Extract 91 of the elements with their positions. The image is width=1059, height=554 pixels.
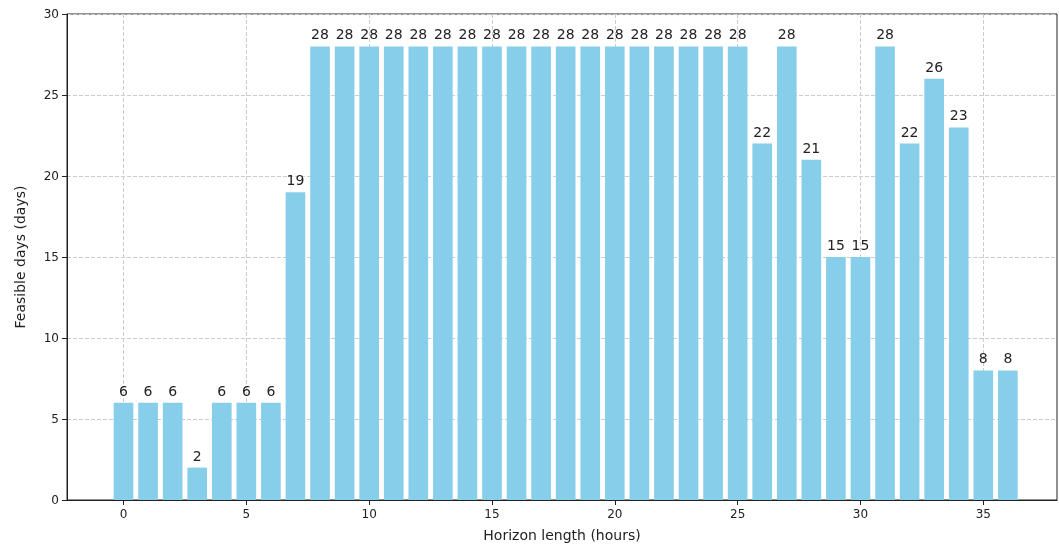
- x-tick-label: 15: [484, 507, 500, 521]
- bar: [433, 46, 453, 500]
- bar: [678, 46, 699, 500]
- x-tick-label: 10: [361, 507, 377, 521]
- bar: [113, 402, 134, 500]
- data-label: 28: [409, 26, 428, 43]
- data-label: 28: [458, 26, 477, 43]
- data-label: 28: [876, 26, 894, 43]
- data-label: 28: [704, 26, 722, 43]
- data-label: 28: [335, 26, 354, 43]
- data-label: 28: [556, 26, 575, 43]
- x-tick-label: 20: [607, 507, 623, 521]
- data-label: 28: [532, 26, 551, 43]
- bar: [924, 78, 944, 500]
- bar: [703, 46, 723, 500]
- bar: [604, 46, 625, 500]
- y-tick-label: 5: [51, 412, 59, 426]
- data-label: 22: [900, 123, 919, 140]
- data-label: 28: [433, 26, 452, 43]
- data-label: 28: [630, 26, 649, 43]
- data-label: 28: [728, 26, 747, 43]
- bar: [162, 402, 183, 500]
- data-label: 28: [777, 26, 796, 43]
- bar: [310, 46, 330, 500]
- data-label: 15: [851, 237, 870, 253]
- data-label: 28: [384, 26, 403, 43]
- data-label: 26: [925, 58, 944, 75]
- bar: [555, 46, 576, 500]
- data-label: 6: [266, 382, 276, 399]
- data-label: 23: [949, 107, 968, 124]
- bar: [776, 46, 797, 500]
- bar: [875, 46, 895, 500]
- bar: [801, 159, 822, 500]
- bar: [408, 46, 429, 500]
- data-label: 28: [581, 26, 600, 43]
- data-label: 28: [679, 26, 698, 43]
- bar: [457, 46, 478, 500]
- data-label: 2: [192, 447, 202, 464]
- y-tick-label: 25: [43, 88, 59, 102]
- data-label: 28: [655, 26, 673, 43]
- bar: [211, 402, 232, 500]
- y-tick-label: 0: [51, 493, 59, 507]
- data-label: 22: [753, 123, 772, 140]
- x-tick-label: 35: [975, 507, 991, 521]
- x-axis-title: Horizon length (hours): [483, 527, 641, 543]
- bar: [236, 402, 257, 500]
- y-tick-label: 15: [43, 250, 59, 264]
- bar: [261, 402, 281, 500]
- bar: [383, 46, 404, 500]
- bar: [138, 402, 158, 500]
- data-label: 28: [360, 26, 379, 43]
- data-label: 28: [311, 26, 329, 43]
- bar: [285, 192, 306, 500]
- data-label: 19: [286, 172, 305, 189]
- bar: [629, 46, 650, 500]
- x-tick-label: 0: [119, 507, 128, 521]
- data-label: 6: [119, 382, 129, 399]
- bar: [826, 257, 846, 500]
- data-label: 8: [1003, 350, 1013, 367]
- data-label: 6: [241, 382, 251, 399]
- y-tick-label: 20: [43, 169, 59, 183]
- bar: [359, 46, 379, 500]
- bar: [482, 46, 502, 500]
- bar: [973, 370, 994, 500]
- data-label: 8: [978, 350, 988, 367]
- bar: [334, 46, 355, 500]
- bar: [187, 467, 208, 500]
- bar: [506, 46, 527, 500]
- x-tick-label: 25: [730, 507, 746, 521]
- data-label: 15: [826, 237, 845, 253]
- bar: [948, 127, 969, 500]
- bar: [727, 46, 748, 500]
- data-label: 28: [605, 26, 624, 43]
- data-label: 21: [802, 139, 821, 156]
- data-label: 6: [217, 382, 227, 399]
- bar: [654, 46, 674, 500]
- y-tick-label: 10: [43, 331, 59, 345]
- bar: [899, 143, 920, 500]
- data-label: 28: [507, 26, 526, 43]
- bar: [752, 143, 773, 500]
- bar: [531, 46, 551, 500]
- y-axis-title: Feasible days (days): [12, 185, 28, 329]
- data-label: 28: [483, 26, 501, 43]
- data-label: 6: [168, 382, 178, 399]
- x-tick-label: 30: [852, 507, 869, 521]
- data-label: 6: [143, 382, 153, 399]
- x-tick-label: 5: [242, 507, 251, 521]
- bar: [850, 257, 871, 500]
- bar: [580, 46, 601, 500]
- y-tick-label: 30: [43, 7, 59, 21]
- bar: [998, 370, 1018, 500]
